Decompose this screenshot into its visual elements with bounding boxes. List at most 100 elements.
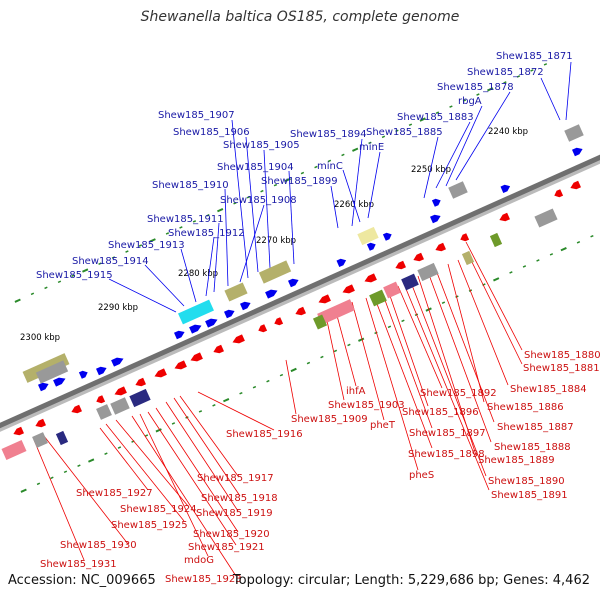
tick-mark [279,373,284,377]
reverse-gene-label: pheT [370,420,396,431]
forward-gene-arrow [431,198,441,207]
leader-line [43,435,129,545]
tick-mark [419,117,426,122]
reverse-gene-arrow [274,317,284,326]
forward-gene-arrow [96,366,107,376]
tick-mark [476,93,480,96]
reverse-gene-label: Shew185_1903 [328,400,405,411]
tick-marks [14,63,594,493]
gene-features [1,124,584,460]
reverse-gene-label: Shew185_1930 [60,540,137,551]
tick-mark [300,171,305,175]
leader-line [342,169,361,223]
reverse-gene-arrow [395,260,406,270]
tick-mark [352,147,359,152]
leader-line [325,315,345,401]
leader-line [139,413,209,557]
reverse-gene-arrow [114,386,127,396]
tick-mark [549,253,554,256]
tick-mark [401,319,405,323]
tick-mark [223,397,230,403]
tick-mark [503,81,507,84]
leader-line [373,295,433,449]
tick-mark [462,99,467,102]
reverse-gene-arrow [318,294,331,304]
reverse-gene-arrow [554,189,564,198]
forward-gene-label: Shew185_1872 [467,67,544,78]
tick-mark [36,482,41,486]
reverse-cog-block [96,404,112,420]
leader-line [245,136,259,273]
tick-mark [71,274,75,278]
reverse-cog-block [489,232,503,248]
reverse-gene-label: Shew185_1917 [197,473,274,484]
leader-line [397,285,443,389]
leader-line [165,401,239,512]
leader-line [288,170,295,265]
scale-label: 2250 kbp [411,165,451,175]
forward-gene-arrow [500,184,511,193]
tick-mark [290,367,297,373]
accession-text: Accession: NC_009665 [8,573,156,588]
leader-line [330,185,339,229]
tick-mark [347,343,351,347]
forward-gene-label: Shew185_1912 [168,228,245,239]
tick-mark [98,262,102,265]
tick-mark [536,259,540,262]
tick-mark [20,488,27,493]
leader-line [381,291,433,429]
tick-mark [252,385,257,389]
tick-mark [149,238,156,243]
reverse-gene-label: ihfA [346,386,366,397]
leader-line [423,136,439,199]
tick-mark [14,298,21,303]
forward-gene-arrow [572,147,583,157]
tick-mark [111,256,116,259]
reverse-gene-arrow [499,212,510,222]
tick-mark [88,458,95,463]
tick-mark [381,135,386,139]
forward-gene-arrow [240,301,251,311]
tick-mark [408,123,413,127]
leader-line [457,259,509,386]
forward-gene-label: Shew185_1878 [437,82,514,93]
reverse-gene-arrow [213,344,224,354]
reverse-gene-arrow [435,242,446,252]
tick-mark [333,349,338,353]
reverse-cog-block [312,314,328,330]
reverse-gene-label: Shew185_1886 [487,402,564,413]
reverse-gene-label: Shew185_1925 [111,520,188,531]
tick-mark [273,183,278,187]
reverse-cog-block [401,273,419,291]
reverse-gene-label: Shew185_1892 [420,388,497,399]
leader-line [427,271,492,443]
tick-mark [449,105,453,108]
reverse-gene-arrow [71,404,82,414]
reverse-gene-label: Shew185_1918 [201,493,278,504]
leader-line [144,264,185,307]
leader-line [108,278,177,313]
tick-mark [455,295,459,298]
leader-line [99,427,149,491]
reverse-gene-arrow [35,418,46,428]
leader-line [197,391,275,431]
forward-gene-label: Shew185_1899 [261,176,338,187]
reverse-gene-arrow [96,395,106,404]
tick-mark [320,355,324,359]
tick-mark [155,428,162,433]
reverse-gene-arrow [174,360,187,370]
reverse-cog-block [534,208,558,228]
forward-gene-label: Shew185_1915 [36,270,113,281]
forward-cog-block [35,360,69,384]
reverse-gene-arrow [154,368,167,378]
reverse-gene-arrow [295,306,306,316]
tick-mark [44,286,48,290]
reverse-gene-label: Shew185_1891 [491,490,568,501]
forward-gene-label: Shew185_1905 [223,140,300,151]
reverse-gene-label: Shew185_1916 [226,429,303,440]
forward-gene-label: minE [359,142,384,153]
tick-mark [395,129,399,133]
reverse-gene-arrow [190,352,203,362]
tick-mark [374,331,378,335]
tick-mark [487,87,494,92]
